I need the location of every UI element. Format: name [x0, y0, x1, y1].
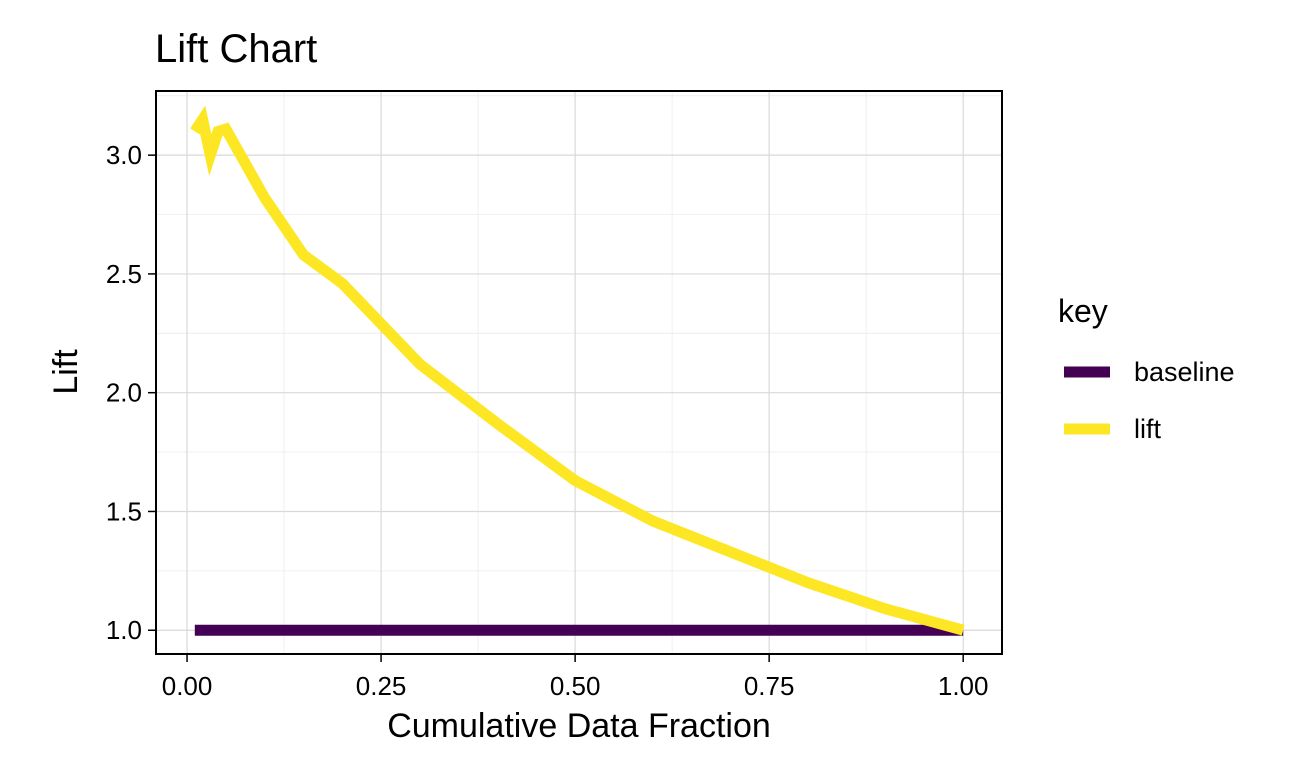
- legend-title: key: [1058, 293, 1108, 329]
- x-tick-label: 0.00: [162, 671, 213, 701]
- chart-title: Lift Chart: [155, 27, 317, 71]
- y-axis-title: Lift: [47, 349, 85, 395]
- x-tick-label: 0.50: [550, 671, 601, 701]
- series-layer: [190, 105, 965, 636]
- legend-label-baseline: baseline: [1134, 357, 1235, 387]
- x-tick-label: 0.75: [744, 671, 795, 701]
- x-tick-label: 1.00: [938, 671, 989, 701]
- y-tick-label: 2.0: [106, 378, 142, 408]
- plot-panel-border: [155, 90, 1003, 655]
- grid: [156, 91, 1002, 654]
- legend-items: baseline lift: [1064, 357, 1235, 444]
- y-tick-label: 1.0: [106, 615, 142, 645]
- y-tick-label: 3.0: [106, 140, 142, 170]
- y-tick-label: 2.5: [106, 259, 142, 289]
- y-tick-label: 1.5: [106, 496, 142, 526]
- x-axis-ticks: 0.00 0.25 0.50 0.75 1.00: [162, 654, 989, 701]
- series-line-lift: [190, 105, 965, 636]
- x-tick-label: 0.25: [356, 671, 407, 701]
- x-axis-title: Cumulative Data Fraction: [387, 707, 771, 745]
- y-axis-ticks: 1.0 1.5 2.0 2.5 3.0: [106, 140, 156, 645]
- legend-label-lift: lift: [1134, 414, 1161, 444]
- legend: key baseline lift: [1058, 293, 1235, 444]
